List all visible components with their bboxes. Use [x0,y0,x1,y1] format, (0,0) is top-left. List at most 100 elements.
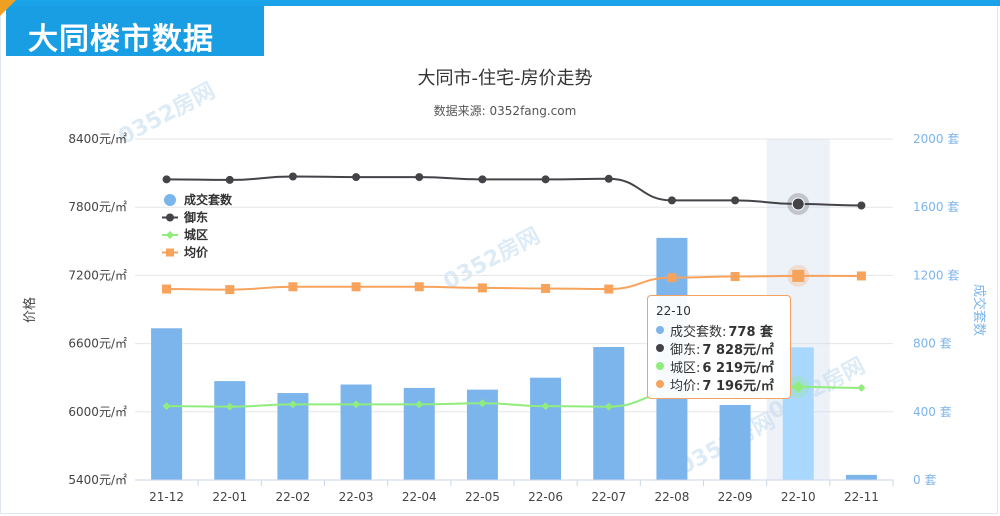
tooltip: 22-10 成交套数: 778 套 御东: 7 828元/㎡ 城区: 6 219… [647,295,791,399]
x-tick-label: 22-06 [528,490,563,504]
page-title: 大同楼市数据 [28,22,214,57]
y-right-tick-label: 800 套 [913,337,952,351]
data-point [791,197,805,211]
data-point [352,173,361,182]
legend-marker [166,231,174,239]
data-point [604,402,613,411]
tooltip-value: 778 套 [728,324,774,340]
chart-title: 大同市-住宅-房价走势 [418,68,593,89]
chart-subtitle: 数据来源: 0352fang.com [434,103,577,118]
y-right-tick-label: 400 套 [913,405,952,419]
y-right-tick-label: 2000 套 [913,132,959,146]
y-right-tick-label: 1200 套 [913,268,959,282]
data-point [225,175,234,184]
header-rule [0,0,1000,6]
series-line [166,274,862,291]
y-left-tick-label: 6600元/㎡ [68,337,127,351]
legend-label: 御东 [183,210,208,225]
tooltip-title: 22-10 [656,304,691,318]
data-point [857,383,866,392]
y-left-tick-label: 7200元/㎡ [68,268,127,282]
data-point [667,196,676,205]
data-point [792,380,805,393]
x-tick-label: 22-01 [212,490,247,504]
data-point [162,175,171,184]
data-point [856,271,866,281]
data-point [604,174,613,183]
data-point [352,400,361,409]
data-point [667,273,677,283]
data-point [731,196,740,205]
data-point [225,402,234,411]
tooltip-value: 7 828元/㎡ [702,342,774,358]
x-tick-label: 21-12 [149,490,184,504]
data-point [730,272,740,282]
y-right-tick-label: 0 套 [913,473,936,487]
x-tick-label: 22-03 [339,490,374,504]
tooltip-row: 均价: 7 196元/㎡ [656,375,782,394]
data-point [477,283,487,293]
watermark-logo: 0352房网 [439,223,544,295]
legend-bar-symbol [164,194,176,206]
tooltip-dot-icon [656,326,664,334]
header-corner-accent [0,0,16,16]
y-left-tick-label: 7800元/㎡ [68,200,127,214]
data-point [162,284,172,294]
data-point [414,282,424,292]
tooltip-row: 御东: 7 828元/㎡ [656,339,782,358]
legend-marker [166,248,174,257]
data-point [288,400,297,409]
x-tick-label: 22-02 [275,490,310,504]
header-tab: 大同楼市数据 [0,0,264,57]
series-line [166,175,862,207]
data-point [478,175,487,184]
data-point [351,282,361,292]
tooltip-dot-icon [656,344,664,352]
data-point [415,173,424,182]
x-tick-label: 22-07 [591,490,626,504]
data-point [478,399,487,408]
bar [340,384,372,480]
tooltip-dot-icon [656,362,664,370]
data-point [162,402,171,411]
bar [719,404,751,480]
legend-marker [166,213,174,222]
data-point [288,172,297,181]
tooltip-label: 均价: [670,378,701,394]
bar-series [151,237,877,480]
y-left-tick-label: 8400元/㎡ [68,132,127,146]
data-point [415,400,424,409]
legend-label: 城区 [184,227,208,242]
data-point [541,175,550,184]
data-point [225,285,235,295]
x-tick-label: 22-05 [465,490,500,504]
tooltip-value: 7 196元/㎡ [702,378,774,394]
tooltip-label: 城区: [670,360,701,376]
tooltip-value: 6 219元/㎡ [702,360,774,376]
axes: 5400元/㎡ 0 套 6000元/㎡ 400 套 6600元/㎡ 800 套 7200元/… [22,132,987,504]
y-left-axis-title: 价格 [22,297,38,323]
bar [530,377,562,480]
y-right-axis-title: 成交套数 [971,284,987,336]
x-tick-label: 22-09 [718,490,753,504]
tooltip-label: 御东: [670,342,701,358]
tooltip-row: 成交套数: 778 套 [656,321,782,340]
bar [214,381,246,480]
x-tick-label: 22-10 [781,490,816,504]
x-tick-label: 22-11 [844,490,879,504]
data-point [604,284,614,294]
data-point [541,402,550,411]
y-left-tick-label: 6000元/㎡ [68,405,127,419]
bar [845,474,877,480]
data-point [792,269,805,282]
y-left-tick-label: 5400元/㎡ [68,473,127,487]
data-point [857,201,866,210]
data-point [541,283,551,293]
data-point [288,282,298,292]
tooltip-label: 成交套数: [670,324,727,340]
legend-label: 成交套数 [184,192,233,207]
legend-label: 均价 [184,245,209,260]
tooltip-row: 城区: 6 219元/㎡ [656,357,782,376]
